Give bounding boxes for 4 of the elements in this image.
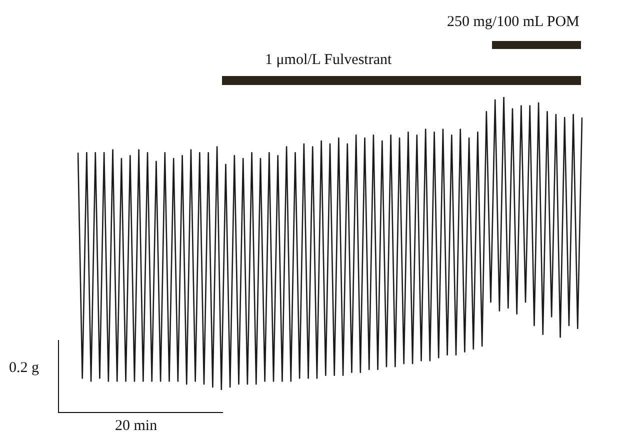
- text: 250 mg/100 mL POM: [447, 14, 580, 31]
- text: 1 μmol/L Fulvestrant: [265, 52, 392, 69]
- text: 20 min: [115, 418, 158, 435]
- text: 0.2 g: [9, 360, 39, 377]
